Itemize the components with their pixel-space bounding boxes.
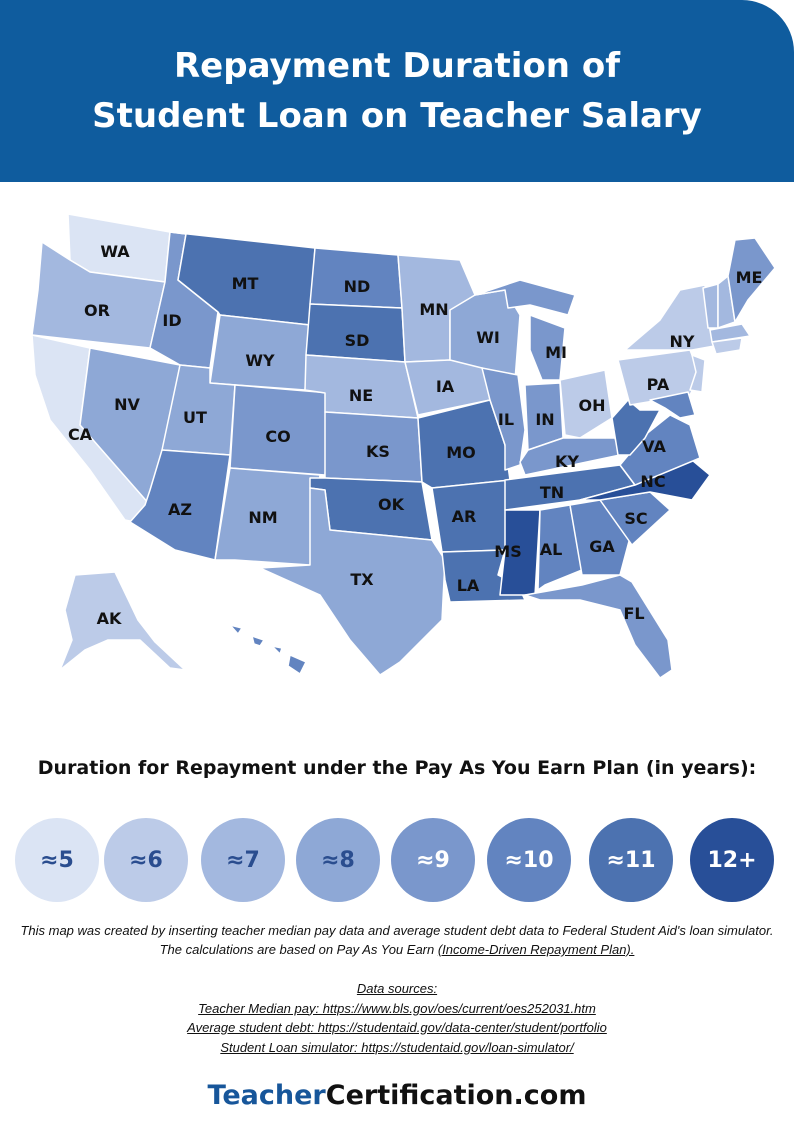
state-label-IA: IA	[436, 377, 455, 396]
state-NM	[214, 467, 321, 566]
brand-part-1: Teacher	[207, 1080, 326, 1111]
title-line-2: Student Loan on Teacher Salary	[92, 96, 702, 136]
state-label-GA: GA	[589, 537, 615, 556]
state-label-MI: MI	[545, 343, 567, 362]
state-label-SD: SD	[345, 331, 370, 350]
state-label-AR: AR	[452, 507, 477, 526]
state-label-TN: TN	[540, 483, 564, 502]
state-label-FL: FL	[623, 604, 644, 623]
state-label-AK: AK	[97, 609, 122, 628]
state-MI	[474, 279, 576, 381]
page-title: Repayment Duration of Student Loan on Te…	[92, 41, 702, 141]
brand-logo: TeacherCertification.com	[0, 1080, 794, 1111]
state-label-CO: CO	[265, 427, 290, 446]
state-ME	[727, 237, 776, 323]
state-TX	[259, 487, 446, 676]
state-HI	[229, 624, 307, 675]
state-CT-RI	[711, 337, 743, 355]
legend-swatch-8: ≈8	[296, 818, 380, 902]
state-label-CA: CA	[68, 425, 93, 444]
state-label-MT: MT	[232, 274, 259, 293]
source-simulator-link[interactable]: Student Loan simulator: https://studenta…	[220, 1039, 574, 1055]
legend-swatch-5: ≈5	[15, 818, 99, 902]
state-label-MO: MO	[446, 443, 476, 462]
state-DE-MD	[649, 391, 696, 419]
state-label-PA: PA	[647, 375, 670, 394]
legend-swatch-10: ≈10	[487, 818, 571, 902]
state-label-WI: WI	[476, 328, 500, 347]
us-choropleth-map: WA OR CA NV ID MT WY UT AZ CO NM ND SD N…	[31, 213, 776, 679]
state-label-WY: WY	[245, 351, 275, 370]
brand-part-2: Certification.com	[325, 1080, 587, 1111]
state-AL	[537, 504, 583, 591]
state-OH	[559, 369, 613, 439]
state-KY	[519, 437, 621, 476]
note-text: This map was created by inserting teache…	[20, 923, 774, 957]
state-label-ME: ME	[736, 268, 763, 287]
state-MS	[499, 509, 541, 596]
state-label-UT: UT	[183, 408, 207, 427]
legend-swatch-7: ≈7	[201, 818, 285, 902]
state-label-ID: ID	[162, 311, 181, 330]
state-label-NM: NM	[248, 508, 277, 527]
state-label-MS: MS	[494, 542, 521, 561]
state-label-MN: MN	[419, 300, 448, 319]
state-label-IL: IL	[498, 410, 514, 429]
state-label-TX: TX	[350, 570, 374, 589]
state-IL	[481, 367, 526, 471]
legend-title: Duration for Repayment under the Pay As …	[37, 757, 757, 779]
title-line-1: Repayment Duration of	[173, 46, 621, 86]
legend: ≈5 ≈6 ≈7 ≈8 ≈9 ≈10 ≈11 12+	[0, 818, 794, 904]
state-label-NV: NV	[114, 395, 140, 414]
state-label-NY: NY	[670, 332, 695, 351]
source-student-debt-link[interactable]: Average student debt: https://studentaid…	[187, 1020, 607, 1035]
source-teacher-pay-link[interactable]: Teacher Median pay: https://www.bls.gov/…	[198, 1000, 596, 1016]
state-MA	[709, 323, 751, 343]
state-label-VA: VA	[642, 437, 666, 456]
state-AK	[59, 571, 186, 671]
state-label-NC: NC	[640, 472, 665, 491]
state-label-WA: WA	[100, 242, 130, 261]
state-AZ	[129, 449, 231, 561]
state-labels: WA OR CA NV ID MT WY UT AZ CO NM ND SD N…	[68, 242, 762, 628]
sources-heading: Data sources:	[356, 981, 438, 996]
state-label-SC: SC	[624, 509, 647, 528]
state-NJ	[689, 354, 706, 393]
state-label-IN: IN	[535, 410, 554, 429]
legend-swatch-11: ≈11	[589, 818, 673, 902]
state-label-KS: KS	[366, 442, 390, 461]
methodology-note: This map was created by inserting teache…	[14, 921, 780, 959]
state-label-ND: ND	[344, 277, 371, 296]
legend-swatch-12-plus: 12+	[690, 818, 774, 902]
state-label-NE: NE	[349, 386, 373, 405]
state-label-KY: KY	[555, 452, 579, 471]
title-banner: Repayment Duration of Student Loan on Te…	[0, 0, 794, 182]
legend-swatch-6: ≈6	[104, 818, 188, 902]
data-sources: Data sources: Teacher Median pay: https:…	[0, 979, 794, 1057]
state-label-OR: OR	[84, 301, 110, 320]
state-label-OH: OH	[579, 396, 606, 415]
legend-swatch-9: ≈9	[391, 818, 475, 902]
state-label-AZ: AZ	[168, 500, 192, 519]
state-label-AL: AL	[540, 540, 563, 559]
state-label-LA: LA	[457, 576, 480, 595]
state-FL	[524, 574, 673, 679]
state-label-OK: OK	[378, 495, 405, 514]
repayment-plan-link[interactable]: (Income-Driven Repayment Plan).	[437, 942, 635, 957]
